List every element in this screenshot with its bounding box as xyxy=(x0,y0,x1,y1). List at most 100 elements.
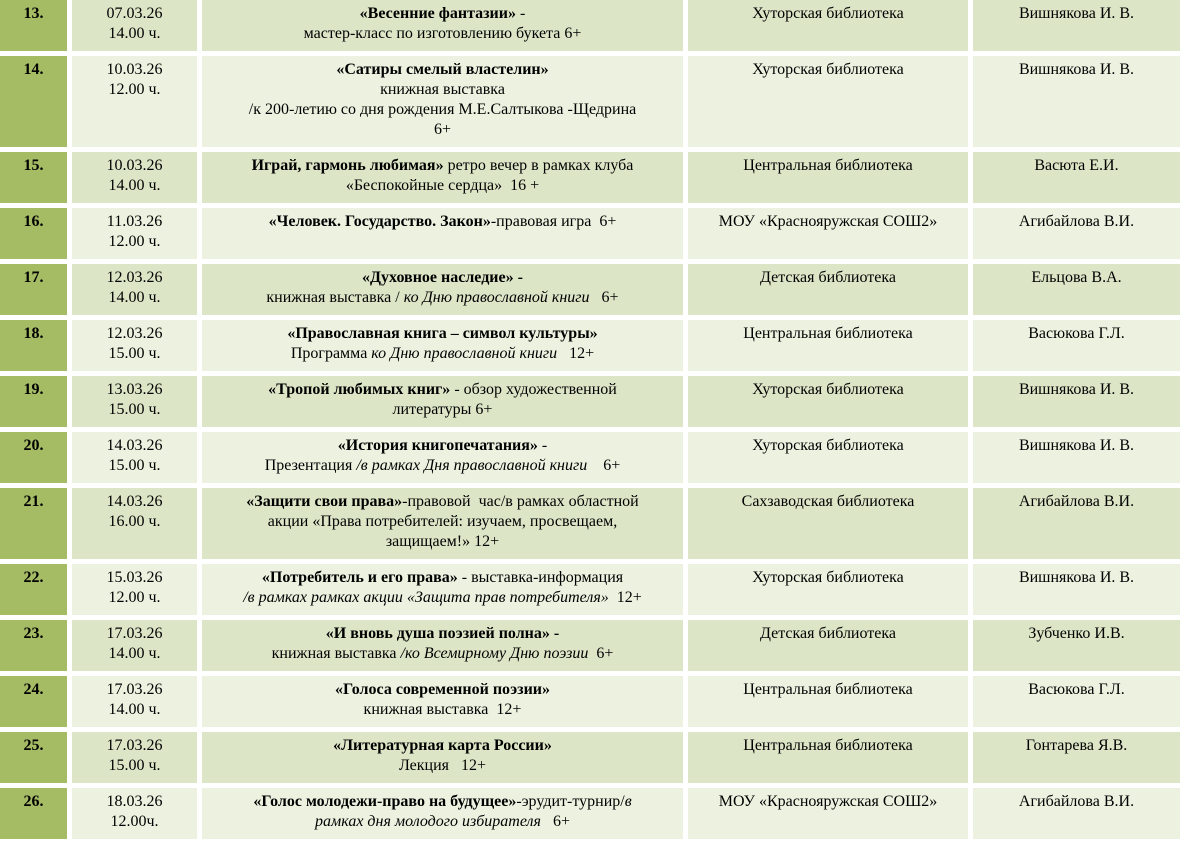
event-text-segment: книжная выставка / xyxy=(266,289,400,306)
row-number: 23. xyxy=(23,625,44,642)
event-date: 17.03.26 xyxy=(106,681,163,698)
event-text-segment: Лекция 12+ xyxy=(398,757,487,774)
event-text-segment: 6+ xyxy=(589,289,619,306)
event-title: «Человек. Государство. Закон» xyxy=(268,213,491,230)
location-cell: Хуторская библиотека xyxy=(688,564,973,620)
location-cell: Центральная библиотека xyxy=(688,152,973,208)
event-date: 17.03.26 xyxy=(106,625,163,642)
event-time: 12.00ч. xyxy=(110,813,159,830)
event-date: 18.03.26 xyxy=(106,793,163,810)
event-time: 12.00 ч. xyxy=(108,233,161,250)
event-text-segment: /ко Всемирному Дню поэзии xyxy=(400,645,589,662)
event-text-segment: /в рамках рамках акции «Защита прав потр… xyxy=(243,589,609,606)
person-cell: Агибайлова В.И. xyxy=(973,788,1180,844)
event-cell: «Литературная карта России» Лекция 12+ xyxy=(202,732,688,788)
row-number: 13. xyxy=(23,5,44,22)
date-cell: 14.03.26 16.00 ч. xyxy=(72,488,202,564)
event-cell: «Человек. Государство. Закон»-правовая и… xyxy=(202,208,688,264)
event-date: 13.03.26 xyxy=(106,381,163,398)
row-number-cell: 25. xyxy=(0,732,72,788)
event-title: «Голос молодежи-право на будущее» xyxy=(253,793,517,810)
event-cell: «Защити свои права»-правовой час/в рамка… xyxy=(202,488,688,564)
event-title: «Весенние фантазии» xyxy=(359,5,516,22)
table-row: 23. 17.03.26 14.00 ч. «И вновь душа поэзией… xyxy=(0,620,1180,676)
event-cell: «История книгопечатания» - Презентация /… xyxy=(202,432,688,488)
table-row: 19. 13.03.26 15.00 ч. «Тропой любимых книг»… xyxy=(0,376,1180,432)
event-text-segment: - Презентация xyxy=(264,437,548,474)
event-cell: «Тропой любимых книг» - обзор художестве… xyxy=(202,376,688,432)
location-cell: МОУ «Краснояружская СОШ2» xyxy=(688,208,973,264)
event-time: 14.00 ч. xyxy=(108,25,161,42)
person-cell: Зубченко И.В. xyxy=(973,620,1180,676)
event-text-segment: -эрудит-турнир/ xyxy=(516,793,625,810)
row-number: 24. xyxy=(23,681,44,698)
event-date: 17.03.26 xyxy=(106,737,163,754)
event-text-segment: книжная выставка 12+ xyxy=(363,701,522,718)
location-cell: Детская библиотека xyxy=(688,620,973,676)
event-text-segment: 6+ xyxy=(587,457,621,474)
person-cell: Агибайлова В.И. xyxy=(973,488,1180,564)
event-text-segment: 12+ xyxy=(557,345,595,362)
event-text-segment: -правовая игра 6+ xyxy=(490,213,617,230)
person-cell: Агибайлова В.И. xyxy=(973,208,1180,264)
event-cell: «И вновь душа поэзией полна» - книжная в… xyxy=(202,620,688,676)
row-number-cell: 15. xyxy=(0,152,72,208)
event-text-segment: -правовой час/в рамках областной акции «… xyxy=(267,493,639,550)
event-title: «Защити свои права» xyxy=(246,493,403,510)
event-date: 10.03.26 xyxy=(106,157,163,174)
row-number: 22. xyxy=(23,569,44,586)
row-number: 17. xyxy=(23,269,44,286)
event-cell: «Голоса современной поэзии» книжная выст… xyxy=(202,676,688,732)
event-text-segment: - мастер-класс по изготовлению букета 6+ xyxy=(303,5,582,42)
person-cell: Вишнякова И. В. xyxy=(973,0,1180,56)
row-number: 15. xyxy=(23,157,44,174)
event-date: 11.03.26 xyxy=(106,213,163,230)
event-time: 15.00 ч. xyxy=(108,345,161,362)
date-cell: 14.03.26 15.00 ч. xyxy=(72,432,202,488)
event-text-segment: книжная выставка /к 200-летию со дня рож… xyxy=(248,81,637,138)
row-number: 25. xyxy=(23,737,44,754)
event-title: «Сатиры смелый властелин» xyxy=(336,61,549,78)
event-title: «Тропой любимых книг» xyxy=(268,381,451,398)
person-cell: Ельцова В.А. xyxy=(973,264,1180,320)
row-number: 18. xyxy=(23,325,44,342)
date-cell: 11.03.26 12.00 ч. xyxy=(72,208,202,264)
event-text-segment: книжная выставка xyxy=(271,645,397,662)
table-row: 17. 12.03.26 14.00 ч. «Духовное наследие» -… xyxy=(0,264,1180,320)
location-cell: Детская библиотека xyxy=(688,264,973,320)
location-cell: Сахзаводская библиотека xyxy=(688,488,973,564)
person-cell: Вишнякова И. В. xyxy=(973,564,1180,620)
event-date: 15.03.26 xyxy=(106,569,163,586)
table-row: 22. 15.03.26 12.00 ч. «Потребитель и его пр… xyxy=(0,564,1180,620)
table-row: 20. 14.03.26 15.00 ч. «История книгопечатан… xyxy=(0,432,1180,488)
event-date: 10.03.26 xyxy=(106,61,163,78)
row-number-cell: 17. xyxy=(0,264,72,320)
event-text-segment: Программа xyxy=(290,345,368,362)
event-time: 14.00 ч. xyxy=(108,701,161,718)
row-number-cell: 19. xyxy=(0,376,72,432)
row-number: 20. xyxy=(23,437,44,454)
event-title: «Голоса современной поэзии» xyxy=(334,681,551,698)
date-cell: 17.03.26 14.00 ч. xyxy=(72,620,202,676)
event-time: 15.00 ч. xyxy=(108,401,161,418)
table-row: 16. 11.03.26 12.00 ч. «Человек. Государство… xyxy=(0,208,1180,264)
row-number: 16. xyxy=(23,213,44,230)
event-title: «Православная книга – символ культуры» xyxy=(287,325,598,342)
date-cell: 10.03.26 12.00 ч. xyxy=(72,56,202,152)
location-cell: Хуторская библиотека xyxy=(688,376,973,432)
row-number: 26. xyxy=(23,793,44,810)
row-number-cell: 20. xyxy=(0,432,72,488)
event-cell: «Православная книга – символ культуры» П… xyxy=(202,320,688,376)
person-cell: Вишнякова И. В. xyxy=(973,56,1180,152)
event-text-segment: - выставка-информация xyxy=(461,569,624,586)
person-cell: Васюкова Г.Л. xyxy=(973,676,1180,732)
row-number-cell: 26. xyxy=(0,788,72,844)
table-row: 25. 17.03.26 15.00 ч. «Литературная карта Р… xyxy=(0,732,1180,788)
event-time: 12.00 ч. xyxy=(108,81,161,98)
event-text-segment: ретро вечер в рамках клуба «Беспокойные … xyxy=(345,157,634,194)
person-cell: Гонтарева Я.В. xyxy=(973,732,1180,788)
event-time: 15.00 ч. xyxy=(108,757,161,774)
event-title: «Потребитель и его права» xyxy=(261,569,458,586)
